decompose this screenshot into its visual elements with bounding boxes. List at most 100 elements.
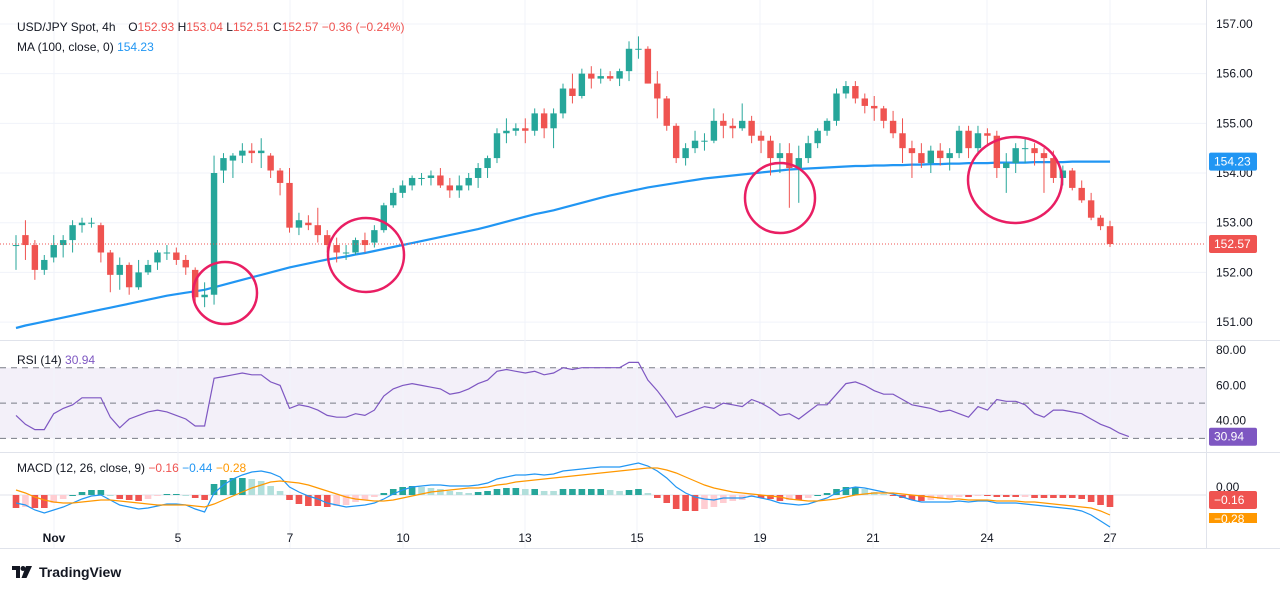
symbol-label: USD/JPY Spot, 4h [17,20,116,34]
price-tick-label: 157.00 [1216,17,1253,31]
candle-body [1078,187,1085,201]
candle [833,88,840,126]
price-tick-label: 151.00 [1216,315,1253,329]
highlight-circle [743,161,817,235]
macd-histogram-bar [125,495,133,500]
macd-histogram-bar [965,495,972,497]
macd-histogram-bar [578,489,586,495]
candle-body [305,222,312,226]
candle-body [352,240,359,253]
candle-body [408,177,416,186]
macd-histogram-bar [50,495,58,503]
macd-histogram-bar [295,495,303,504]
low-value: 152.51 [232,20,270,34]
candle [616,68,623,87]
candle-body [144,264,152,273]
candle [871,95,878,121]
candle-body [937,150,944,159]
macd-histogram-bar [767,495,774,499]
macd-histogram-bar [59,495,67,499]
macd-signal-badge: −0.28 [1209,512,1257,526]
macd-histogram-bar [88,490,95,495]
candle-body [314,225,321,236]
macd-histogram-bar [663,495,671,503]
candle-body [597,76,604,79]
candle [390,187,397,208]
candle [946,148,953,171]
candle-body [710,120,718,141]
rsi-legend: RSI (14) 30.94 [17,353,95,367]
macd-histogram-bar [776,495,784,501]
rsi-tick-label: 40.00 [1216,414,1246,428]
brand-name: TradingView [39,564,122,580]
candle [654,71,661,119]
candle-body [503,130,510,134]
macd-histogram-bar [182,495,190,496]
macd-histogram-bar [493,489,501,495]
time-tick-label: 27 [1103,531,1117,545]
candle-body [22,235,29,246]
candle-body [927,150,935,164]
candle-body [418,177,425,179]
candle-body [50,245,57,258]
candle-body [701,140,708,142]
macd-histogram-bar [408,486,416,495]
candle-body [654,83,661,99]
macd-histogram-bar [1097,495,1104,505]
macd-histogram-bar [314,495,322,506]
macd-histogram-bar [455,492,463,495]
candle [984,128,991,146]
candle [12,235,20,270]
highlight-circle [191,260,259,326]
candle [229,153,237,178]
candle-body [522,128,529,131]
candle-body [116,264,123,275]
macd-histogram-bar [823,493,831,495]
candle [588,66,595,89]
candle [295,212,303,236]
candle-body [729,125,736,129]
candle-body [1012,148,1019,164]
tradingview-brand[interactable]: TradingView [12,564,121,580]
candle-body [1050,158,1057,178]
ma-price-badge: 154.23 [1209,152,1257,171]
candle-body [672,125,680,159]
macd-histogram-bar [1106,495,1114,507]
candle [606,71,614,82]
macd-histogram-bar [210,484,218,495]
candle-body [493,133,501,159]
candle [720,113,727,139]
time-tick-label: 19 [753,531,767,545]
candle [550,108,557,149]
candle [1106,220,1114,248]
candle [569,73,576,104]
candle [559,83,567,119]
time-tick-label: 7 [287,531,294,545]
candle-body [78,222,86,226]
candle [116,257,123,290]
candle-body [437,175,444,186]
candle-body [276,170,284,183]
macd-histogram-bar [833,489,840,495]
macd-line-value: −0.44 [182,461,213,475]
candle [993,130,1001,178]
macd-histogram-bar [474,492,482,495]
macd-histogram-bar [786,495,793,500]
macd-histogram-bar [389,489,397,495]
candle-body [833,93,840,121]
candle [786,143,793,208]
low-label: L [226,20,233,34]
macd-layer [0,462,1206,528]
candle-body [59,240,67,246]
candle-body [125,264,133,288]
macd-histogram-bar [333,495,340,506]
candle [286,168,293,233]
candle-body [446,185,454,191]
macd-histogram-bar [12,495,20,508]
candle [729,118,736,139]
macd-hist-badge-text: −0.16 [1214,493,1245,507]
candle [814,128,821,149]
price-legend: USD/JPY Spot, 4h O152.93 H153.04 L152.51… [17,20,404,34]
candle-body [512,128,520,131]
